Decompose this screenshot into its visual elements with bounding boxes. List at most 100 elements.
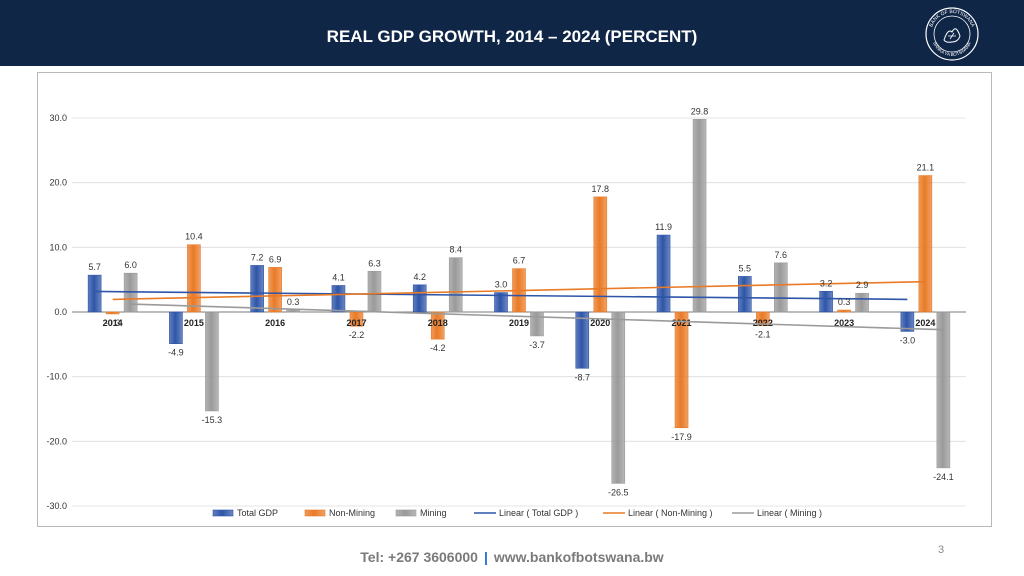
legend-swatch-mining — [395, 509, 417, 517]
bar-mining-2015 — [205, 311, 219, 412]
x-tick-label: 2014 — [103, 318, 123, 328]
legend-label-linear-total-gdp: Linear ( Total GDP ) — [499, 508, 578, 518]
gdp-growth-chart: 30.0 20.0 10.0 0.0 -10.0 -20.0 -30.0 2014 2015 20… — [46, 106, 966, 518]
footer-website[interactable]: www.bankofbotswana.bw — [493, 549, 664, 565]
x-tick-label: 2017 — [346, 318, 366, 328]
data-label-non-mining: 6.9 — [269, 254, 282, 264]
data-label-non-mining: -2.2 — [349, 330, 365, 340]
bar-total-gdp-2017 — [331, 285, 346, 313]
x-tick-label: 2023 — [834, 318, 854, 328]
data-label-mining: 0.3 — [287, 297, 300, 307]
trendline-total-gdp — [94, 290, 908, 301]
bar-total-gdp-2014 — [87, 274, 102, 313]
bar-non-mining-2023 — [837, 309, 851, 313]
data-label-mining: 2.9 — [856, 280, 869, 290]
svg-text:BANKA YA BOTSWANA: BANKA YA BOTSWANA — [932, 41, 972, 57]
trendline-mining — [130, 303, 944, 331]
y-tick-label: -30.0 — [46, 501, 67, 511]
bar-non-mining-2016 — [268, 267, 282, 313]
data-label-mining: -15.3 — [202, 415, 223, 425]
footer: Tel: +267 3606000 | www.bankofbotswana.bw — [0, 549, 1024, 565]
y-tick-label: -10.0 — [46, 372, 67, 382]
bar-non-mining-2021 — [674, 311, 689, 429]
x-tick-label: 2018 — [428, 318, 448, 328]
data-label-total-gdp: 11.9 — [655, 222, 672, 232]
data-label-non-mining: 10.4 — [185, 232, 203, 242]
bar-mining-2018 — [448, 257, 463, 313]
legend-label-total-gdp: Total GDP — [237, 508, 278, 518]
footer-phone: Tel: +267 3606000 — [360, 549, 478, 565]
bar-total-gdp-2020 — [575, 311, 590, 369]
data-label-non-mining: 6.7 — [513, 256, 526, 266]
data-label-non-mining: 0.3 — [838, 297, 851, 307]
bar-mining-2020 — [611, 311, 626, 484]
data-label-mining: -24.1 — [933, 472, 954, 482]
x-tick-label: 2015 — [184, 318, 204, 328]
bar-mining-2024 — [936, 311, 951, 469]
x-tick-label: 2024 — [915, 318, 935, 328]
data-label-non-mining: 21.1 — [917, 163, 935, 173]
data-label-non-mining: -0.3 — [105, 318, 121, 328]
bar-non-mining-2020 — [593, 196, 608, 313]
data-label-mining: 8.4 — [449, 245, 462, 255]
legend-label-linear-mining: Linear ( Mining ) — [757, 508, 822, 518]
footer-separator: | — [483, 549, 488, 565]
data-label-mining: 7.6 — [775, 250, 788, 260]
bar-non-mining-2015 — [187, 244, 201, 313]
page-number: 3 — [938, 544, 945, 556]
bar-total-gdp-2022 — [738, 276, 752, 313]
data-label-mining: 6.3 — [368, 258, 381, 268]
data-label-total-gdp: -8.7 — [575, 372, 591, 382]
legend-label-linear-non-mining: Linear ( Non-Mining ) — [628, 508, 713, 518]
bar-non-mining-2018 — [430, 311, 445, 340]
legend-label-mining: Mining — [420, 508, 447, 518]
page-title: REAL GDP GROWTH, 2014 – 2024 (PERCENT) — [326, 27, 698, 46]
bar-mining-2022 — [774, 262, 788, 313]
bar-mining-2021 — [692, 118, 707, 313]
data-label-mining: 29.8 — [691, 106, 709, 116]
bar-total-gdp-2015 — [169, 311, 183, 344]
header-bar: REAL GDP GROWTH, 2014 – 2024 (PERCENT) B… — [0, 0, 1024, 66]
data-label-total-gdp: 7.2 — [251, 252, 264, 262]
bar-total-gdp-2018 — [412, 284, 427, 313]
bar-mining-2016 — [286, 309, 300, 313]
data-label-total-gdp: -4.9 — [168, 348, 184, 358]
data-label-total-gdp: 3.0 — [495, 280, 508, 290]
bar-non-mining-2024 — [918, 175, 933, 313]
data-label-total-gdp: 3.2 — [820, 278, 833, 288]
svg-text:BANK OF BOTSWANA: BANK OF BOTSWANA — [928, 9, 976, 29]
data-label-mining: 6.0 — [124, 260, 137, 270]
bar-total-gdp-2019 — [494, 292, 508, 313]
legend-label-non-mining: Non-Mining — [329, 508, 375, 518]
data-label-total-gdp: 5.5 — [739, 263, 752, 273]
bar-mining-2017 — [367, 270, 382, 313]
trendline-non-mining — [112, 280, 926, 301]
x-tick-label: 2021 — [672, 318, 692, 328]
data-label-total-gdp: 4.1 — [332, 272, 345, 282]
data-label-non-mining: -2.1 — [755, 330, 771, 340]
y-tick-label: 10.0 — [49, 242, 67, 252]
bar-total-gdp-2021 — [656, 234, 671, 313]
data-label-total-gdp: 4.2 — [413, 272, 426, 282]
x-tick-label: 2019 — [509, 318, 529, 328]
bar-mining-2023 — [855, 292, 869, 313]
bar-non-mining-2014 — [105, 311, 120, 315]
data-label-non-mining: -17.9 — [671, 432, 692, 442]
x-tick-label: 2020 — [590, 318, 610, 328]
y-tick-label: 0.0 — [54, 307, 67, 317]
bar-mining-2019 — [530, 311, 544, 337]
bar-non-mining-2022 — [756, 311, 770, 326]
data-label-mining: -3.7 — [529, 340, 545, 350]
y-tick-label: 20.0 — [49, 178, 67, 188]
bar-total-gdp-2016 — [250, 265, 264, 313]
data-label-non-mining: -4.2 — [430, 343, 446, 353]
bar-non-mining-2017 — [349, 311, 364, 327]
data-label-non-mining: 17.8 — [592, 184, 610, 194]
x-tick-label: 2016 — [265, 318, 285, 328]
data-label-total-gdp: 5.7 — [88, 262, 101, 272]
bank-of-botswana-logo: BANK OF BOTSWANA BANKA YA BOTSWANA — [925, 7, 979, 61]
bar-total-gdp-2024 — [900, 311, 915, 332]
y-tick-label: -20.0 — [46, 436, 67, 446]
data-label-mining: -26.5 — [608, 487, 629, 497]
y-tick-label: 30.0 — [49, 113, 67, 123]
